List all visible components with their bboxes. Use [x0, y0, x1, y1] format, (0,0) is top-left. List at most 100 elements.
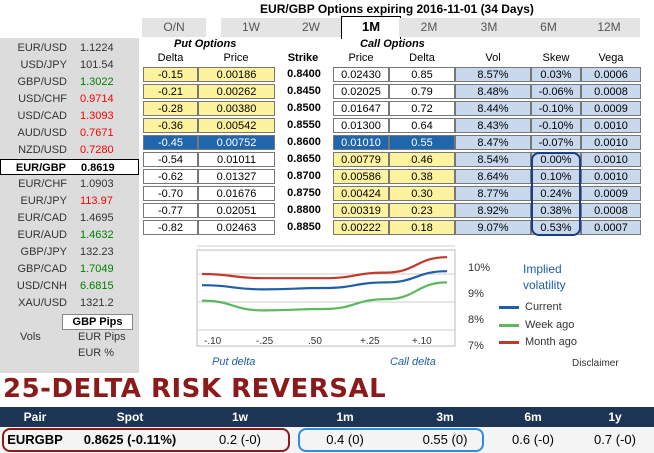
- cell-put-price[interactable]: 0.00542: [198, 118, 275, 133]
- cell-put-delta[interactable]: -0.54: [143, 152, 198, 167]
- pair-rate: 0.8619: [81, 162, 115, 174]
- cell-call-price[interactable]: 0.02430: [333, 67, 389, 82]
- tab-1w[interactable]: 1W: [221, 18, 282, 37]
- cell-put-price[interactable]: 0.00752: [198, 135, 275, 150]
- cell-call-price[interactable]: 0.00222: [333, 220, 389, 235]
- tab-6m[interactable]: 6M: [519, 18, 579, 37]
- pair-row-xauusd[interactable]: XAU/USD 1321.2: [0, 295, 139, 311]
- cell-put-delta[interactable]: -0.62: [143, 169, 198, 184]
- pair-rate: 1.4695: [80, 212, 114, 224]
- cell-vega[interactable]: 0.0009: [581, 186, 641, 201]
- cell-call-delta[interactable]: 0.79: [389, 84, 455, 99]
- cell-vega[interactable]: 0.0008: [581, 203, 641, 218]
- pair-row-usdcad[interactable]: USD/CAD 1.3093: [0, 108, 139, 124]
- pair-row-eurcad[interactable]: EUR/CAD 1.4695: [0, 210, 139, 226]
- cell-put-price[interactable]: 0.01327: [198, 169, 275, 184]
- cell-vega[interactable]: 0.0010: [581, 152, 641, 167]
- pair-row-gbpjpy[interactable]: GBP/JPY 132.23: [0, 244, 139, 260]
- cell-vega[interactable]: 0.0010: [581, 118, 641, 133]
- cell-vol[interactable]: 8.92%: [455, 203, 531, 218]
- cell-vol[interactable]: 8.77%: [455, 186, 531, 201]
- pair-row-gbpcad[interactable]: GBP/CAD 1.7049: [0, 261, 139, 277]
- pair-row-usdcnh[interactable]: USD/CNH 6.6815: [0, 278, 139, 294]
- cell-call-delta[interactable]: 0.18: [389, 220, 455, 235]
- cell-vega[interactable]: 0.0007: [581, 220, 641, 235]
- pair-row-nzdusd[interactable]: NZD/USD 0.7280: [0, 142, 139, 158]
- cell-put-price[interactable]: 0.01011: [198, 152, 275, 167]
- cell-vega[interactable]: 0.0006: [581, 67, 641, 82]
- cell-call-price[interactable]: 0.00319: [333, 203, 389, 218]
- cell-put-delta[interactable]: -0.70: [143, 186, 198, 201]
- tab-2m[interactable]: 2M: [399, 18, 460, 37]
- cell-skew[interactable]: 0.24%: [531, 186, 581, 201]
- cell-skew[interactable]: 0.00%: [531, 152, 581, 167]
- cell-call-delta[interactable]: 0.85: [389, 67, 455, 82]
- pair-row-gbpusd[interactable]: GBP/USD 1.3022: [0, 74, 139, 90]
- cell-put-delta[interactable]: -0.21: [143, 84, 198, 99]
- eur-percent-option[interactable]: EUR %: [78, 347, 115, 359]
- pair-row-eurchf[interactable]: EUR/CHF 1.0903: [0, 176, 139, 192]
- cell-put-price[interactable]: 0.01676: [198, 186, 275, 201]
- cell-vega[interactable]: 0.0008: [581, 84, 641, 99]
- cell-vega[interactable]: 0.0010: [581, 169, 641, 184]
- cell-call-price[interactable]: 0.01300: [333, 118, 389, 133]
- pair-row-audusd[interactable]: AUD/USD 0.7671: [0, 125, 139, 141]
- disclaimer-link[interactable]: Disclaimer: [572, 358, 619, 369]
- cell-call-delta[interactable]: 0.23: [389, 203, 455, 218]
- cell-vol[interactable]: 8.64%: [455, 169, 531, 184]
- cell-call-price[interactable]: 0.00424: [333, 186, 389, 201]
- cell-call-delta[interactable]: 0.72: [389, 101, 455, 116]
- cell-call-price[interactable]: 0.02025: [333, 84, 389, 99]
- pair-row-euraud[interactable]: EUR/AUD 1.4632: [0, 227, 139, 243]
- cell-call-delta[interactable]: 0.38: [389, 169, 455, 184]
- cell-vol[interactable]: 8.43%: [455, 118, 531, 133]
- pair-rate: 1.3022: [80, 76, 114, 88]
- pair-row-eurusd[interactable]: EUR/USD 1.1224: [0, 40, 139, 56]
- cell-vol[interactable]: 8.54%: [455, 152, 531, 167]
- cell-skew[interactable]: -0.10%: [531, 118, 581, 133]
- cell-put-delta[interactable]: -0.28: [143, 101, 198, 116]
- pair-row-eurjpy[interactable]: EUR/JPY 113.97: [0, 193, 139, 209]
- tab-on[interactable]: O/N: [142, 18, 207, 37]
- cell-call-delta[interactable]: 0.55: [389, 135, 455, 150]
- tab-1m[interactable]: 1M: [341, 16, 401, 39]
- cell-skew[interactable]: 0.10%: [531, 169, 581, 184]
- cell-call-price[interactable]: 0.00586: [333, 169, 389, 184]
- cell-skew[interactable]: 0.03%: [531, 67, 581, 82]
- cell-call-delta[interactable]: 0.64: [389, 118, 455, 133]
- cell-vol[interactable]: 8.57%: [455, 67, 531, 82]
- cell-vega[interactable]: 0.0010: [581, 135, 641, 150]
- tab-2w[interactable]: 2W: [281, 18, 342, 37]
- cell-call-delta[interactable]: 0.46: [389, 152, 455, 167]
- tab-3m[interactable]: 3M: [459, 18, 520, 37]
- tab-12m[interactable]: 12M: [578, 18, 641, 37]
- cell-call-price[interactable]: 0.01647: [333, 101, 389, 116]
- cell-vol[interactable]: 9.07%: [455, 220, 531, 235]
- cell-put-delta[interactable]: -0.82: [143, 220, 198, 235]
- cell-put-delta[interactable]: -0.36: [143, 118, 198, 133]
- cell-vol[interactable]: 8.47%: [455, 135, 531, 150]
- cell-vol[interactable]: 8.44%: [455, 101, 531, 116]
- cell-skew[interactable]: 0.38%: [531, 203, 581, 218]
- cell-skew[interactable]: -0.10%: [531, 101, 581, 116]
- cell-vol[interactable]: 8.48%: [455, 84, 531, 99]
- cell-skew[interactable]: -0.07%: [531, 135, 581, 150]
- pair-row-usdchf[interactable]: USD/CHF 0.9714: [0, 91, 139, 107]
- cell-put-price[interactable]: 0.02051: [198, 203, 275, 218]
- eur-pips-option[interactable]: EUR Pips: [78, 331, 126, 343]
- cell-put-price[interactable]: 0.00186: [198, 67, 275, 82]
- cell-put-delta[interactable]: -0.15: [143, 67, 198, 82]
- cell-put-price[interactable]: 0.00380: [198, 101, 275, 116]
- cell-call-price[interactable]: 0.00779: [333, 152, 389, 167]
- cell-call-delta[interactable]: 0.30: [389, 186, 455, 201]
- cell-put-delta[interactable]: -0.77: [143, 203, 198, 218]
- cell-call-price[interactable]: 0.01010: [333, 135, 389, 150]
- cell-put-price[interactable]: 0.00262: [198, 84, 275, 99]
- cell-put-price[interactable]: 0.02463: [198, 220, 275, 235]
- cell-skew[interactable]: -0.06%: [531, 84, 581, 99]
- pair-row-usdjpy[interactable]: USD/JPY 101.54: [0, 57, 139, 73]
- cell-vega[interactable]: 0.0009: [581, 101, 641, 116]
- pair-row-eurgbp[interactable]: EUR/GBP 0.8619: [0, 159, 139, 175]
- gbp-pips-button[interactable]: GBP Pips: [62, 314, 133, 330]
- cell-put-delta[interactable]: -0.45: [143, 135, 198, 150]
